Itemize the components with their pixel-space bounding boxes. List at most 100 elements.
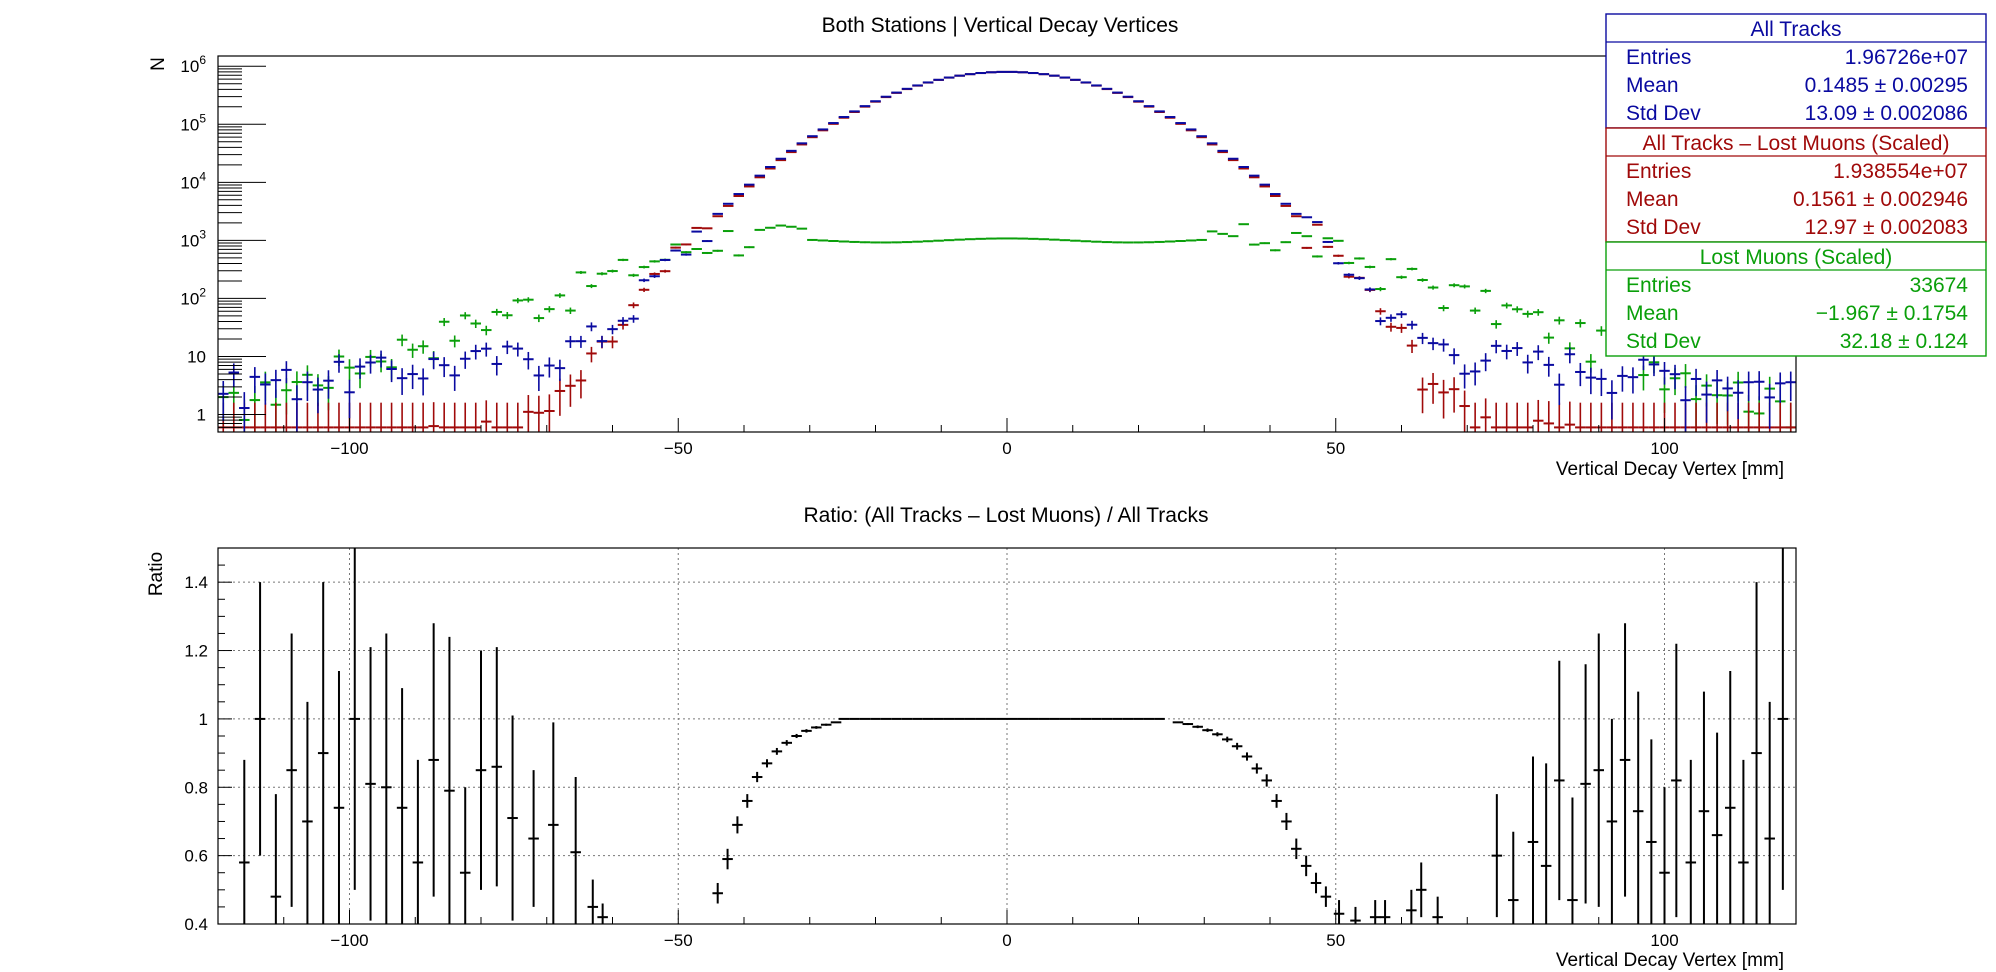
ratio-point: [791, 733, 802, 739]
ratio-point: [901, 717, 913, 720]
ratio-point: [964, 717, 976, 720]
stats-row-value: 0.1485 ± 0.00295: [1805, 74, 1968, 97]
ratio-point: [1698, 691, 1710, 924]
stats-row-label: Std Dev: [1626, 330, 1701, 353]
ratio-point: [1724, 671, 1736, 924]
ratio-point: [507, 715, 518, 921]
stats-box-header: All Tracks: [1750, 18, 1841, 41]
x-tick-label: −100: [330, 439, 368, 458]
ratio-point: [1281, 812, 1292, 830]
ratio-point: [1241, 752, 1253, 761]
ratio-point: [1300, 855, 1312, 877]
ratio-point: [1291, 838, 1302, 860]
stats-box-frame: [1605, 13, 1987, 129]
ratio-point: [1379, 900, 1391, 924]
ratio-point: [254, 582, 266, 856]
ratio-point: [1261, 774, 1272, 787]
x-tick-label: 100: [1650, 439, 1678, 458]
ratio-point: [1112, 717, 1123, 720]
ratio-point: [317, 582, 329, 924]
top-chart-title: Both Stations | Vertical Decay Vertices: [822, 14, 1179, 37]
ratio-point: [1172, 721, 1184, 724]
y-tick-label: 1: [197, 406, 206, 425]
ratio-point: [1122, 717, 1134, 720]
ratio-point: [475, 650, 487, 890]
ratio-point: [722, 848, 733, 870]
y-tick-label: 0.6: [184, 847, 208, 866]
ratio-point: [597, 903, 608, 924]
ratio-point: [1777, 548, 1789, 890]
ratio-point: [1580, 664, 1591, 904]
ratio-point: [1593, 633, 1605, 907]
ratio-point: [1143, 717, 1155, 720]
stats-row-label: Entries: [1626, 46, 1691, 69]
stats-row-value: 1.938554e+07: [1833, 160, 1968, 183]
y-tick-label: 1: [199, 710, 208, 729]
ratio-point: [1711, 732, 1723, 924]
stats-legend: All Tracks Entries 1.96726e+07 Mean 0.1485 ±…: [1605, 13, 1987, 357]
ratio-point: [1202, 728, 1213, 732]
ratio-point: [1310, 872, 1322, 894]
ratio-point: [528, 770, 539, 907]
ratio-panel: Ratio: (All Tracks – Lost Muons) / All T…: [146, 504, 1797, 971]
ratio-point: [587, 879, 599, 924]
ratio-point: [1017, 717, 1029, 720]
bottom-x-axis: −100 −50 0 50 100: [217, 910, 1797, 950]
ratio-point: [1491, 794, 1503, 918]
ratio-point: [1154, 717, 1165, 720]
ratio-point: [548, 722, 559, 924]
y-tick-label: 0.4: [184, 915, 208, 934]
ratio-point: [1049, 717, 1060, 720]
stats-row-label: Mean: [1626, 188, 1679, 211]
ratio-point: [444, 636, 455, 924]
ratio-point: [1222, 736, 1233, 743]
ratio-point: [732, 816, 743, 834]
top-x-axis: −100 −50 0 50 100: [217, 418, 1797, 458]
ratio-point: [1540, 763, 1552, 924]
ratio-point: [742, 794, 753, 808]
bottom-y-axis-label: Ratio: [146, 552, 167, 596]
stats-box-frame: [1605, 241, 1987, 357]
x-tick-label: 50: [1326, 439, 1345, 458]
ratio-point: [1350, 906, 1361, 924]
ratio-point: [820, 723, 832, 726]
top-plot-area: [218, 70, 1796, 432]
x-tick-label: 0: [1002, 931, 1011, 950]
ratio-point: [1059, 717, 1071, 720]
stats-row-label: Std Dev: [1626, 102, 1701, 125]
bottom-chart-title: Ratio: (All Tracks – Lost Muons) / All T…: [804, 504, 1209, 527]
stats-row-value: 0.1561 ± 0.002946: [1793, 188, 1968, 211]
stats-row-value: 32.18 ± 0.124: [1840, 330, 1969, 353]
ratio-point: [1527, 756, 1539, 924]
stats-row-value: −1.967 ± 0.1754: [1816, 302, 1969, 325]
ratio-point: [943, 717, 955, 720]
ratio-point: [570, 777, 581, 924]
x-tick-label: 50: [1326, 931, 1345, 950]
stats-row-value: 12.97 ± 0.002083: [1805, 216, 1968, 239]
ratio-point: [1080, 717, 1092, 720]
ratio-point: [1182, 723, 1194, 726]
ratio-point: [1320, 886, 1332, 907]
ratio-point: [1671, 643, 1682, 918]
ratio-point: [933, 717, 944, 720]
x-tick-label: 100: [1650, 931, 1678, 950]
ratio-point: [1212, 732, 1223, 737]
ratio-point: [1619, 623, 1631, 897]
ratio-point: [761, 759, 773, 768]
top-x-axis-label: Vertical Decay Vertex [mm]: [1556, 459, 1784, 480]
ratio-point: [333, 671, 345, 924]
ratio-point: [1685, 759, 1697, 924]
ratio-point: [1738, 759, 1749, 924]
ratio-point: [302, 701, 313, 924]
stats-box-header: All Tracks – Lost Muons (Scaled): [1643, 132, 1950, 155]
ratio-point: [996, 717, 1007, 720]
top-histogram-panel: Both Stations | Vertical Decay Vertices …: [148, 14, 1797, 480]
ratio-point: [1251, 763, 1263, 774]
ratio-point: [1133, 717, 1144, 720]
ratio-point: [751, 771, 763, 783]
x-tick-label: 0: [1002, 439, 1011, 458]
ratio-point: [1070, 717, 1081, 720]
ratio-point: [239, 759, 250, 924]
ratio-point: [1091, 717, 1102, 720]
ratio-point: [838, 717, 850, 720]
